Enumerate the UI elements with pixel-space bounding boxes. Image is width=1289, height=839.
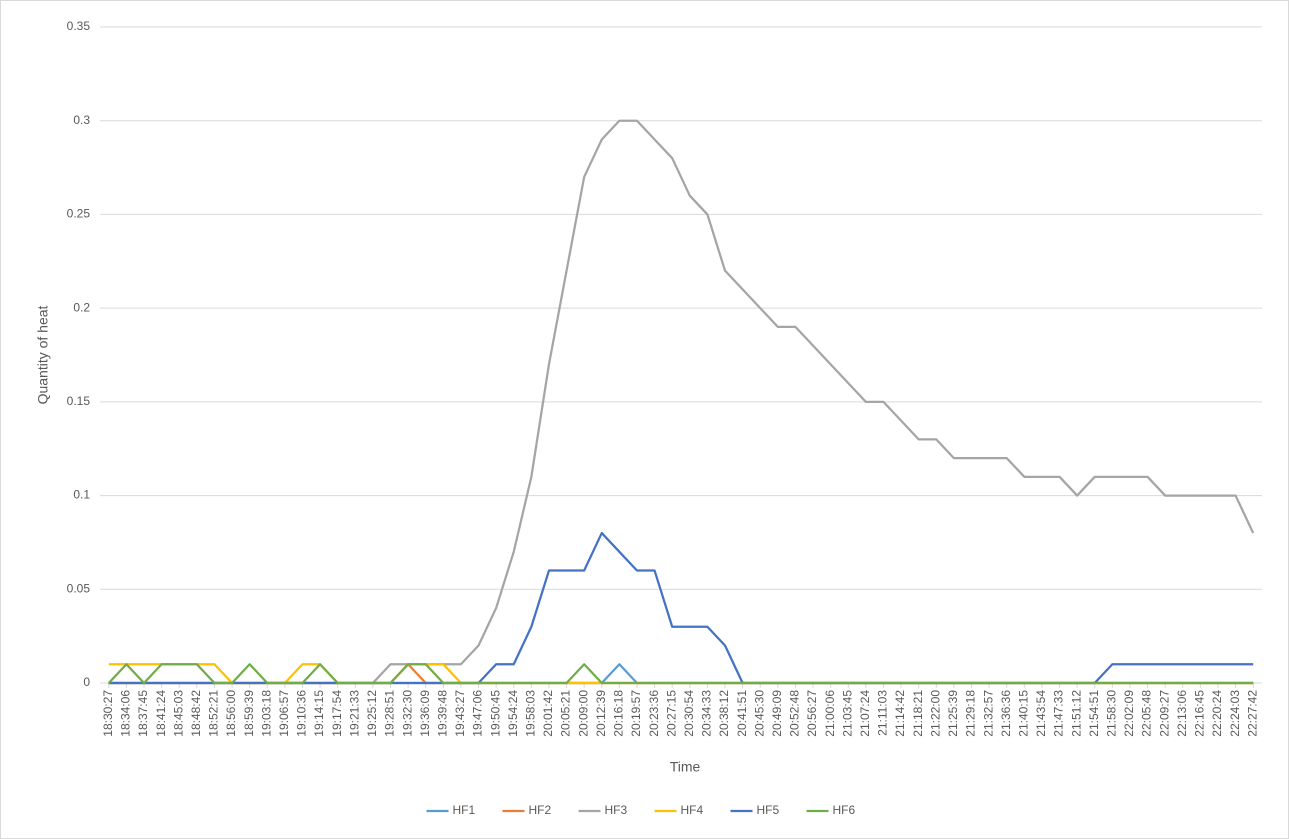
x-tick-label: 22:20:24 xyxy=(1210,690,1224,737)
x-tick-label: 22:13:06 xyxy=(1175,690,1189,737)
x-tick-label: 18:37:45 xyxy=(136,690,150,737)
y-tick-label: 0.15 xyxy=(67,394,91,408)
x-tick-label: 18:34:06 xyxy=(119,690,133,737)
x-tick-label: 21:58:30 xyxy=(1105,690,1119,737)
x-tick-label: 18:45:03 xyxy=(171,690,185,737)
x-tick-label: 22:24:03 xyxy=(1228,690,1242,737)
x-tick-label: 20:49:09 xyxy=(770,690,784,737)
x-tick-label: 19:39:48 xyxy=(435,690,449,737)
y-tick-label: 0.3 xyxy=(73,113,90,127)
x-tick-label: 18:59:39 xyxy=(242,690,256,737)
x-tick-label: 19:50:45 xyxy=(488,690,502,737)
x-tick-label: 21:36:36 xyxy=(999,690,1013,737)
x-tick-label: 18:41:24 xyxy=(154,690,168,737)
x-tick-label: 21:14:42 xyxy=(893,690,907,737)
x-tick-label: 20:27:15 xyxy=(664,690,678,737)
x-tick-label: 21:51:12 xyxy=(1069,690,1083,737)
x-tick-label: 20:05:21 xyxy=(559,690,573,737)
x-tick-label: 22:16:45 xyxy=(1193,690,1207,737)
x-tick-label: 22:02:09 xyxy=(1122,690,1136,737)
x-tick-label: 18:56:00 xyxy=(224,690,238,737)
x-tick-label: 21:54:51 xyxy=(1087,690,1101,737)
x-tick-label: 20:23:36 xyxy=(647,690,661,737)
x-axis-title: Time xyxy=(670,759,701,775)
x-tick-label: 19:32:30 xyxy=(400,690,414,737)
x-tick-label: 20:56:27 xyxy=(805,690,819,737)
x-tick-label: 20:30:54 xyxy=(682,690,696,737)
x-tick-label: 18:52:21 xyxy=(207,690,221,737)
x-tick-label: 20:45:30 xyxy=(752,690,766,737)
y-tick-label: 0.05 xyxy=(67,581,91,595)
x-tick-label: 19:58:03 xyxy=(524,690,538,737)
x-tick-label: 21:29:18 xyxy=(964,690,978,737)
x-tick-label: 19:21:33 xyxy=(347,690,361,737)
y-tick-label: 0.25 xyxy=(67,207,91,221)
x-tick-label: 19:54:24 xyxy=(506,690,520,737)
x-tick-label: 19:17:54 xyxy=(330,690,344,737)
x-tick-label: 21:07:24 xyxy=(858,690,872,737)
x-tick-label: 21:25:39 xyxy=(946,690,960,737)
x-tick-label: 20:09:00 xyxy=(576,690,590,737)
x-tick-label: 22:05:48 xyxy=(1140,690,1154,737)
x-tick-label: 18:48:42 xyxy=(189,690,203,737)
x-tick-label: 19:10:36 xyxy=(295,690,309,737)
y-tick-label: 0.35 xyxy=(67,19,91,33)
x-tick-label: 19:06:57 xyxy=(277,690,291,737)
legend-label: HF3 xyxy=(605,803,628,817)
x-tick-label: 19:28:51 xyxy=(383,690,397,737)
x-tick-label: 20:34:33 xyxy=(700,690,714,737)
y-tick-label: 0 xyxy=(83,675,90,689)
x-tick-label: 21:11:03 xyxy=(876,690,890,736)
x-tick-label: 20:19:57 xyxy=(629,690,643,737)
x-tick-label: 21:32:57 xyxy=(981,690,995,737)
x-tick-label: 19:47:06 xyxy=(471,690,485,737)
x-tick-label: 22:27:42 xyxy=(1245,690,1259,737)
x-tick-label: 20:38:12 xyxy=(717,690,731,737)
y-tick-label: 0.2 xyxy=(73,300,90,314)
x-tick-label: 21:22:00 xyxy=(928,690,942,737)
x-tick-label: 18:30:27 xyxy=(101,690,115,737)
x-tick-label: 21:00:06 xyxy=(823,690,837,737)
legend-label: HF2 xyxy=(529,803,552,817)
x-tick-label: 20:52:48 xyxy=(788,690,802,737)
y-tick-label: 0.1 xyxy=(73,488,90,502)
legend-label: HF4 xyxy=(681,803,704,817)
x-tick-label: 20:01:42 xyxy=(541,690,555,737)
x-tick-label: 20:16:18 xyxy=(612,690,626,737)
x-tick-label: 21:47:33 xyxy=(1052,690,1066,737)
x-tick-label: 19:36:09 xyxy=(418,690,432,737)
legend-label: HF5 xyxy=(757,803,780,817)
x-tick-label: 20:41:51 xyxy=(735,690,749,737)
x-tick-label: 19:43:27 xyxy=(453,690,467,737)
x-tick-label: 21:40:15 xyxy=(1016,690,1030,737)
x-tick-label: 19:03:18 xyxy=(259,690,273,737)
legend-label: HF1 xyxy=(453,803,476,817)
x-tick-label: 21:03:45 xyxy=(840,690,854,737)
x-tick-label: 19:25:12 xyxy=(365,690,379,737)
series-line xyxy=(107,663,1254,685)
x-tick-label: 21:18:21 xyxy=(911,690,925,737)
x-tick-label: 20:12:39 xyxy=(594,690,608,737)
x-tick-label: 21:43:54 xyxy=(1034,690,1048,737)
x-tick-label: 22:09:27 xyxy=(1157,690,1171,737)
y-axis-title: Quantity of heat xyxy=(35,305,51,404)
x-tick-label: 19:14:15 xyxy=(312,690,326,737)
legend-label: HF6 xyxy=(833,803,856,817)
